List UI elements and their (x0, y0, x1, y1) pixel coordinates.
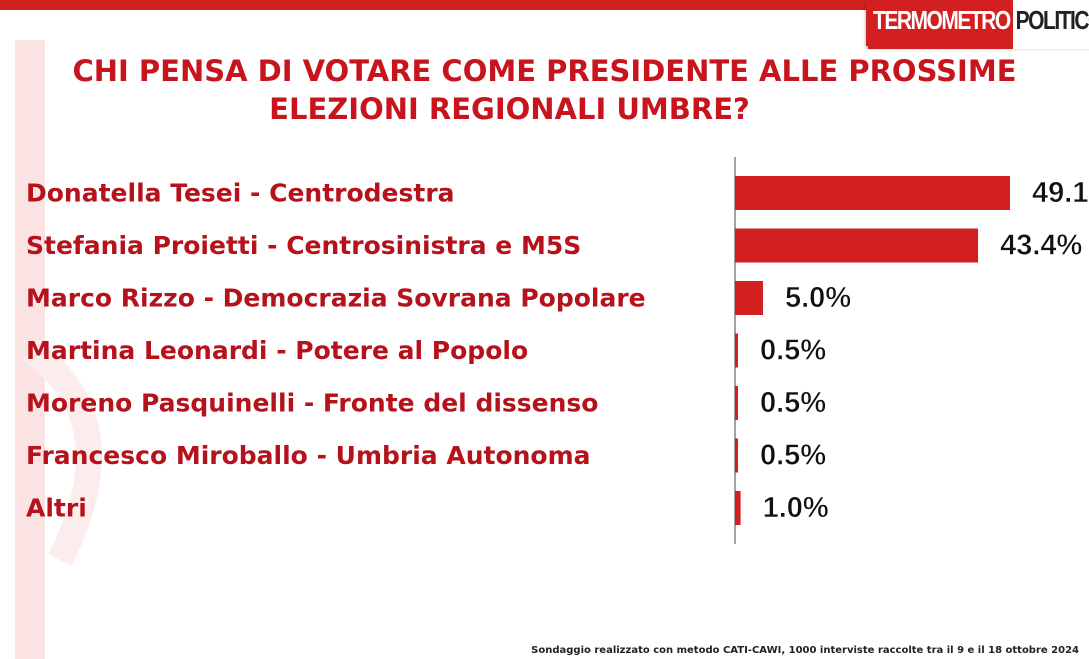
survey-footnote: Sondaggio realizzato con metodo CATI-CAW… (531, 645, 1079, 656)
data-label: 1.0% (763, 492, 829, 524)
data-label: 0.5% (760, 335, 826, 367)
logo-part-1: TERMOMETRO (868, 0, 1013, 49)
top-accent-bar (0, 0, 1089, 10)
category-label: Donatella Tesei - Centrodestra (26, 179, 455, 208)
category-label: Moreno Pasquinelli - Fronte del dissenso (26, 389, 598, 418)
data-label: 5.0% (785, 282, 851, 314)
chart-title-line-1: CHI PENSA DI VOTARE COME PRESIDENTE ALLE… (72, 54, 1017, 88)
bar (735, 386, 738, 420)
bar (735, 333, 738, 368)
logo-part-2: POLITICO (1012, 0, 1089, 49)
bar (735, 176, 1010, 210)
category-label: Altri (26, 494, 87, 523)
category-label: Stefania Proietti - Centrosinistra e M5S (26, 231, 581, 260)
category-label: Francesco Miroballo - Umbria Autonoma (26, 441, 591, 470)
chart-title: CHI PENSA DI VOTARE COME PRESIDENTE ALLE… (0, 52, 1089, 128)
bar (735, 491, 741, 525)
bar (735, 281, 764, 315)
termometro-politico-logo: TERMOMETRO POLITICO (866, 0, 1089, 49)
data-label: 0.5% (760, 387, 826, 419)
data-label: 43.4% (1000, 230, 1082, 262)
bar (735, 228, 979, 263)
data-label: 0.5% (760, 440, 826, 472)
category-label: Martina Leonardi - Potere al Popolo (26, 336, 528, 365)
data-label: 49.1% (1032, 177, 1089, 209)
bar (735, 438, 738, 473)
category-label: Marco Rizzo - Democrazia Sovrana Popolar… (26, 284, 646, 313)
chart-title-line-2: ELEZIONI REGIONALI UMBRE? (269, 92, 750, 126)
